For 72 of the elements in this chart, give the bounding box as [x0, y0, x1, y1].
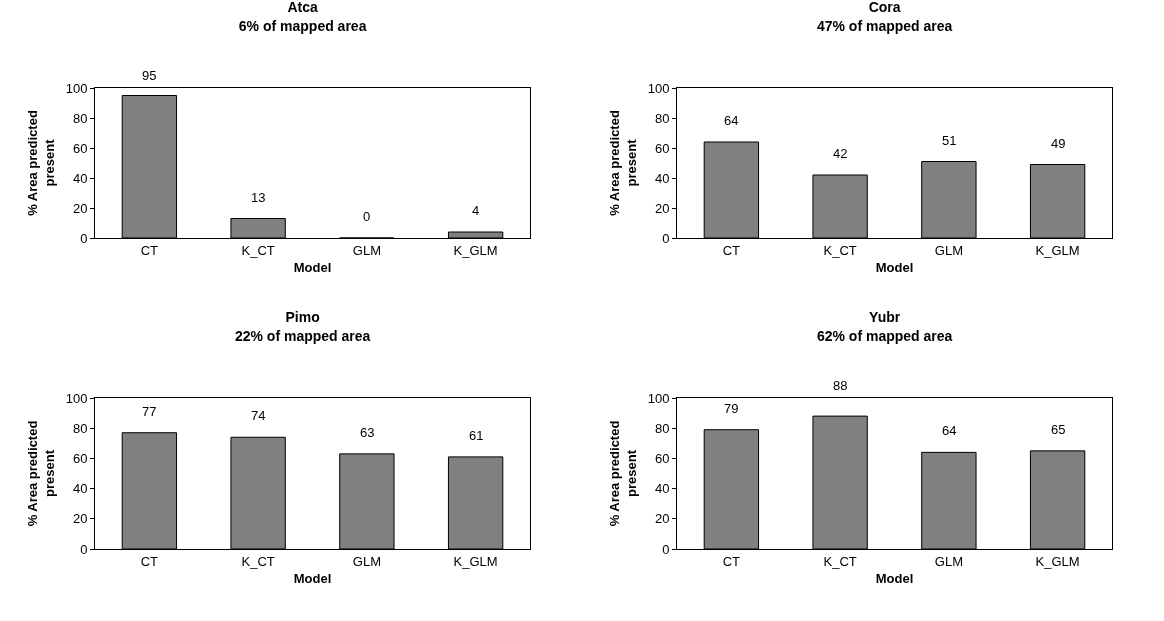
y-tick-label: 100: [65, 80, 88, 96]
x-tick-label: K_GLM: [453, 242, 498, 258]
data-label: 88: [833, 378, 848, 393]
x-axis-title: Model: [293, 260, 332, 276]
data-label: 95: [142, 68, 157, 83]
chart-subtitle: 47% of mapped area: [816, 17, 953, 34]
y-tick-label: 60: [72, 450, 88, 466]
chart-title: Pimo: [285, 309, 320, 326]
y-axis-title: % Area predicted present: [24, 110, 57, 216]
y-tick-label: 100: [647, 390, 670, 406]
y-tick-label: 20: [654, 200, 670, 216]
x-tick-label: K_CT: [823, 242, 857, 258]
x-tick-label: GLM: [352, 553, 381, 569]
data-label: 49: [1051, 136, 1066, 151]
y-tick-label: 20: [72, 511, 88, 527]
data-label: 77: [142, 404, 157, 419]
data-label: 13: [251, 190, 266, 205]
y-tick-label: 80: [72, 420, 88, 436]
data-label: 74: [251, 408, 266, 423]
y-tick-label: 0: [662, 541, 670, 557]
data-label: 0: [363, 209, 371, 224]
data-label: 65: [1051, 422, 1066, 437]
y-tick-label: 80: [654, 420, 670, 436]
x-tick-label: CT: [140, 553, 159, 569]
y-tick-label: 0: [80, 230, 88, 246]
y-tick-label: 40: [72, 481, 88, 497]
data-label: 64: [724, 113, 739, 128]
y-tick-label: 40: [654, 481, 670, 497]
y-tick-label: 0: [80, 541, 88, 557]
data-label: 79: [724, 401, 739, 416]
y-axis-title: % Area predicted present: [606, 420, 639, 527]
x-axis-title: Model: [875, 260, 914, 276]
data-label: 61: [469, 428, 484, 443]
data-label: 4: [472, 203, 480, 218]
x-tick-label: CT: [140, 242, 159, 258]
chart-subtitle: 62% of mapped area: [816, 327, 953, 344]
y-tick-label: 60: [654, 140, 670, 156]
y-tick-label: 20: [654, 511, 670, 527]
x-tick-label: K_CT: [241, 553, 275, 569]
x-tick-label: GLM: [934, 553, 963, 569]
x-tick-label: CT: [722, 553, 741, 569]
x-tick-label: K_GLM: [453, 553, 498, 569]
x-tick-label: K_CT: [823, 553, 857, 569]
chart-title: Cora: [868, 0, 901, 16]
data-label: 42: [833, 146, 848, 161]
y-tick-label: 40: [654, 170, 670, 186]
y-tick-label: 80: [72, 110, 88, 126]
y-tick-label: 60: [654, 450, 670, 466]
chart-title: Yubr: [869, 309, 901, 326]
y-axis-title: % Area predicted present: [606, 110, 639, 216]
y-tick-label: 80: [654, 110, 670, 126]
chart-title: Atca: [287, 0, 319, 16]
x-tick-label: K_GLM: [1035, 553, 1080, 569]
x-tick-label: GLM: [352, 242, 381, 258]
y-tick-label: 40: [72, 170, 88, 186]
x-tick-label: GLM: [934, 242, 963, 258]
x-axis-title: Model: [293, 571, 332, 587]
x-axis-title: Model: [875, 571, 914, 587]
y-tick-label: 100: [65, 390, 88, 406]
data-label: 63: [360, 425, 375, 440]
y-tick-label: 100: [647, 80, 670, 96]
y-tick-label: 20: [72, 200, 88, 216]
x-tick-label: CT: [722, 242, 741, 258]
y-tick-label: 0: [662, 230, 670, 246]
x-tick-label: K_GLM: [1035, 242, 1080, 258]
data-label: 51: [942, 133, 957, 148]
y-tick-label: 60: [72, 140, 88, 156]
x-tick-label: K_CT: [241, 242, 275, 258]
y-axis-title: % Area predicted present: [24, 420, 57, 527]
data-label: 64: [942, 423, 957, 438]
chart-subtitle: 22% of mapped area: [234, 327, 371, 344]
chart-subtitle: 6% of mapped area: [238, 17, 367, 34]
